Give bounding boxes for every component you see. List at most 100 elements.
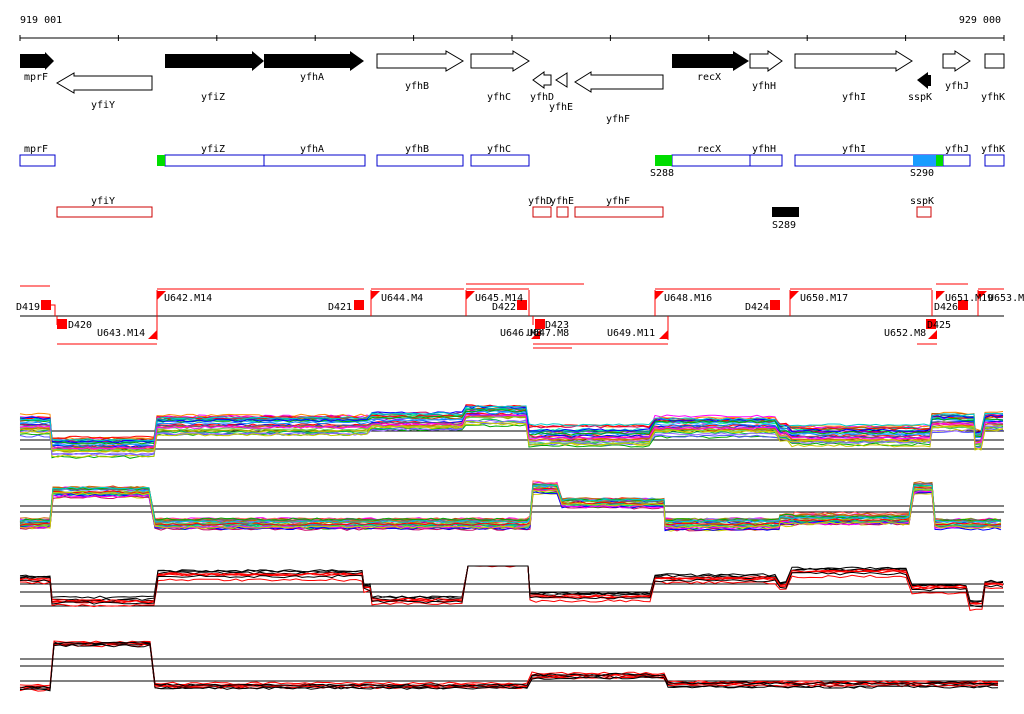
segment-label-D424: D424 — [745, 302, 769, 313]
segment-marker-D426[interactable] — [958, 300, 968, 310]
ruler-end-label: 929 000 — [959, 15, 1001, 26]
gene-label-yfhE: yfhE — [549, 102, 573, 113]
operon-label-yfhE: yfhE — [550, 196, 574, 207]
operon-box-yfhK[interactable] — [984, 154, 1005, 167]
segment-marker-D423[interactable] — [535, 319, 545, 329]
gene-label-yfhH: yfhH — [752, 81, 776, 92]
segment-label-D419: D419 — [16, 302, 40, 313]
expression-profile-line — [19, 480, 1002, 522]
operon-label-yfhI: yfhI — [842, 144, 866, 155]
operon-box-yfhC[interactable] — [470, 154, 530, 167]
operon-label-yfhH: yfhH — [752, 144, 776, 155]
gene-arrow-mprF[interactable] — [20, 52, 54, 70]
gene-label-yfhJ: yfhJ — [945, 81, 969, 92]
gene-arrow-recX[interactable] — [672, 51, 749, 71]
expression-profile-line — [19, 405, 1004, 444]
gene-arrow-yfhI[interactable] — [794, 50, 913, 72]
gene-label-yfhK: yfhK — [981, 92, 1005, 103]
segment-label-D425: D425 — [927, 320, 951, 331]
sigma-label-S290: S290 — [910, 168, 934, 179]
expression-profile-line — [19, 565, 1004, 608]
operon-label-sspK: sspK — [910, 196, 934, 207]
operon-label-recX: recX — [697, 144, 721, 155]
segment-marker-D424[interactable] — [770, 300, 780, 310]
gene-arrow-yfhJ[interactable] — [942, 50, 971, 72]
segment-label-U648: U648.M16 — [664, 293, 712, 304]
expression-profile-line — [19, 565, 1004, 605]
operon-track-forward: mprF yfiZ yfhA yfhB yfhC recX yfhH yfhI … — [19, 144, 1005, 179]
segment-marker-D421[interactable] — [354, 300, 364, 310]
expression-panel-4 — [19, 640, 1004, 692]
operon-box-yfhD[interactable] — [532, 206, 552, 218]
segment-flag-U648 — [655, 291, 664, 300]
expression-profile-line — [19, 641, 999, 689]
expression-profile-line — [19, 642, 999, 690]
segment-label-U651: U651.M19 — [945, 293, 993, 304]
operon-label-yfhJ: yfhJ — [945, 144, 969, 155]
expression-profile-line — [19, 484, 1002, 522]
segment-flag-U650 — [790, 291, 799, 300]
sigma-block-green-1 — [157, 155, 165, 166]
operon-label-yfhF: yfhF — [606, 196, 630, 207]
sigma-label-S288: S288 — [650, 168, 674, 179]
segment-label-U647: U647.M8 — [527, 328, 569, 339]
segment-flag-U652 — [928, 330, 937, 339]
gene-arrow-yfhK[interactable] — [984, 53, 1005, 69]
operon-box-yfhF[interactable] — [574, 206, 664, 218]
segment-marker-D419[interactable] — [41, 300, 51, 310]
segment-flag-U644 — [371, 291, 380, 300]
operon-box-mprF[interactable] — [19, 154, 56, 167]
expression-panel-2 — [19, 480, 1004, 532]
gene-arrow-yfhA[interactable] — [264, 51, 364, 71]
segment-label-U653: U653.M — [988, 293, 1024, 304]
expression-profile-line — [19, 414, 1004, 450]
segment-marker-D420[interactable] — [57, 319, 67, 329]
sigma-block-black — [772, 207, 799, 217]
operon-box-recX-yfhH[interactable] — [671, 154, 783, 167]
expression-profile-line — [19, 422, 1004, 458]
operon-box-yfhI-yfhJ[interactable] — [794, 154, 971, 167]
operon-box-yfiZ-yfhA[interactable] — [164, 154, 366, 167]
segment-flag-U643 — [148, 330, 157, 339]
gene-arrow-yfhB[interactable] — [376, 50, 464, 72]
expression-profile-line — [19, 486, 1002, 526]
segment-label-U643: U643.M14 — [97, 328, 145, 339]
gene-arrow-yfhC[interactable] — [470, 50, 530, 72]
gene-label-yfhD: yfhD — [530, 92, 554, 103]
gene-arrow-yfhF[interactable] — [574, 71, 664, 93]
segment-label-U645: U645.M14 — [475, 293, 523, 304]
segment-label-D423: D423 — [545, 320, 569, 331]
expression-profile-line — [19, 488, 1002, 529]
segment-label-D426: D426 — [934, 302, 958, 313]
expression-profile-line — [19, 405, 1004, 442]
expression-profile-line — [19, 641, 999, 689]
expression-profile-line — [19, 421, 1004, 453]
ruler-ticks — [19, 35, 1005, 41]
gene-arrow-yfhE[interactable] — [555, 72, 568, 88]
gene-label-yfhB: yfhB — [405, 81, 429, 92]
expression-profile-line — [19, 482, 1002, 524]
gene-label-yfhC: yfhC — [487, 92, 511, 103]
expression-profile-line — [19, 415, 1004, 452]
segment-marker-D425[interactable] — [926, 319, 936, 329]
segment-marker-D422[interactable] — [517, 300, 527, 310]
operon-box-yfiY[interactable] — [56, 206, 153, 218]
gene-arrow-yfhD[interactable] — [532, 71, 552, 89]
operon-box-yfhE[interactable] — [556, 206, 569, 218]
expression-panel-1 — [19, 404, 1004, 459]
operon-box-yfhB[interactable] — [376, 154, 464, 167]
gene-arrow-yfiY[interactable] — [56, 72, 153, 94]
operon-track-reverse: yfiY yfhD yfhE yfhF sspK S289 — [56, 196, 934, 231]
gene-arrow-sspK[interactable] — [917, 72, 931, 89]
gene-label-yfhF: yfhF — [606, 114, 630, 125]
sigma-block-blue — [913, 155, 936, 166]
gene-arrow-yfhH[interactable] — [749, 50, 783, 72]
gene-arrow-yfiZ[interactable] — [165, 51, 264, 71]
operon-box-sspK[interactable] — [916, 206, 932, 218]
segment-label-U646: U646.M8 — [500, 328, 542, 339]
operon-label-yfhC: yfhC — [487, 144, 511, 155]
segment-label-U652: U652.M8 — [884, 328, 926, 339]
segment-flag-U649 — [659, 330, 668, 339]
segment-label-U650: U650.M17 — [800, 293, 848, 304]
